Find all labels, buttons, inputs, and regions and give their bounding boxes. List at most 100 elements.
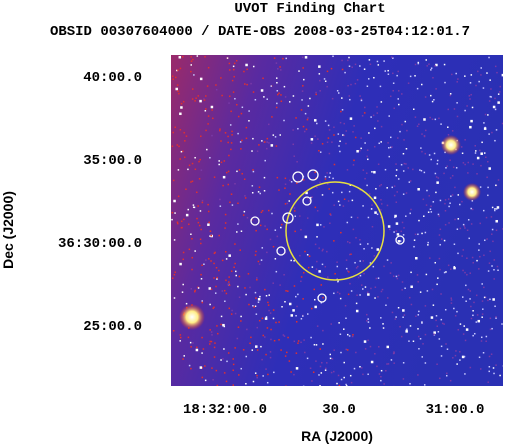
noise-pixel [304, 250, 306, 253]
noise-pixel [207, 66, 210, 69]
noise-pixel [391, 186, 394, 189]
noise-pixel [423, 215, 425, 217]
noise-pixel [400, 335, 403, 338]
noise-pixel [272, 134, 275, 136]
noise-pixel [323, 226, 325, 228]
noise-pixel [447, 198, 450, 200]
noise-pixel [369, 63, 372, 66]
noise-pixel [192, 342, 194, 344]
noise-pixel [339, 204, 341, 206]
noise-pixel [390, 359, 393, 361]
noise-pixel [267, 209, 270, 212]
noise-pixel [237, 115, 240, 118]
noise-pixel [364, 142, 366, 144]
noise-pixel [494, 209, 496, 212]
noise-pixel [373, 76, 375, 79]
noise-pixel [232, 363, 235, 366]
noise-pixel [333, 349, 335, 351]
noise-pixel [395, 163, 397, 165]
noise-pixel [389, 95, 392, 98]
noise-pixel [366, 149, 369, 151]
noise-pixel [374, 297, 376, 299]
noise-pixel [236, 170, 238, 173]
noise-pixel [266, 228, 268, 231]
noise-pixel [406, 328, 408, 330]
noise-pixel [282, 57, 284, 60]
noise-pixel [182, 100, 185, 103]
noise-pixel [179, 128, 182, 131]
noise-pixel [497, 269, 499, 272]
noise-pixel [271, 212, 273, 215]
noise-pixel [300, 280, 302, 283]
noise-pixel [328, 152, 331, 155]
noise-pixel [327, 137, 330, 139]
noise-pixel [401, 221, 404, 224]
noise-pixel [393, 107, 396, 110]
noise-pixel [341, 68, 344, 71]
noise-pixel [242, 349, 245, 351]
noise-pixel [318, 73, 321, 75]
noise-pixel [373, 196, 377, 200]
noise-pixel [402, 170, 405, 172]
noise-pixel [258, 186, 261, 188]
noise-pixel [302, 271, 305, 274]
noise-pixel [423, 384, 426, 386]
noise-pixel [389, 272, 392, 274]
noise-pixel [237, 223, 239, 225]
noise-pixel [437, 177, 440, 179]
noise-pixel [496, 265, 499, 268]
noise-pixel [201, 201, 204, 204]
noise-pixel [428, 195, 431, 197]
noise-pixel [388, 147, 390, 149]
noise-pixel [336, 291, 339, 293]
noise-pixel [340, 110, 342, 113]
noise-pixel [386, 259, 389, 261]
noise-pixel [176, 84, 179, 86]
noise-pixel [194, 250, 196, 252]
noise-pixel [388, 228, 391, 231]
noise-pixel [288, 101, 291, 103]
noise-pixel [203, 99, 206, 101]
noise-pixel [190, 233, 192, 236]
noise-pixel [220, 323, 222, 326]
noise-pixel [451, 194, 454, 196]
noise-pixel [251, 192, 254, 194]
noise-pixel [288, 360, 291, 362]
noise-pixel [428, 63, 430, 65]
noise-pixel [449, 202, 451, 204]
noise-pixel [228, 281, 230, 283]
noise-pixel [395, 174, 398, 177]
noise-pixel [459, 323, 462, 325]
noise-pixel [493, 372, 495, 375]
noise-pixel [276, 176, 279, 179]
noise-pixel [435, 315, 438, 317]
noise-pixel [270, 338, 272, 341]
noise-pixel [387, 69, 389, 72]
noise-pixel [470, 223, 473, 225]
noise-pixel [301, 56, 304, 59]
source-marker [276, 246, 286, 256]
noise-pixel [254, 291, 257, 294]
noise-pixel [250, 82, 252, 85]
noise-pixel [290, 314, 294, 317]
noise-pixel [180, 227, 183, 229]
noise-pixel [341, 97, 343, 99]
noise-pixel [402, 316, 404, 319]
noise-pixel [303, 339, 305, 341]
noise-pixel [297, 127, 299, 130]
noise-pixel [356, 265, 359, 268]
noise-pixel [467, 219, 470, 221]
noise-pixel [495, 208, 498, 210]
noise-pixel [336, 261, 338, 263]
noise-pixel [443, 172, 445, 175]
noise-pixel [316, 122, 318, 125]
noise-pixel [316, 260, 318, 263]
noise-pixel [397, 137, 399, 139]
noise-pixel [287, 336, 289, 339]
noise-pixel [469, 98, 471, 100]
noise-pixel [315, 91, 317, 94]
noise-pixel [417, 61, 420, 64]
noise-pixel [435, 63, 438, 67]
noise-pixel [490, 216, 493, 218]
noise-pixel [399, 240, 402, 242]
